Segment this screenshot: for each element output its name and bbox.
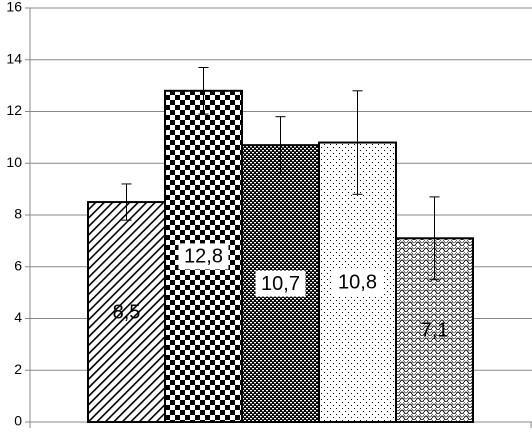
value-label: 12,8 — [184, 246, 223, 268]
y-tick-label: 16 — [6, 0, 22, 15]
error-bar — [198, 67, 209, 115]
error-bar — [352, 90, 363, 195]
y-tick-label: 0 — [14, 413, 22, 429]
value-label-box — [332, 269, 383, 296]
error-bar — [275, 116, 286, 175]
y-tick-label: 10 — [6, 154, 22, 170]
bar — [87, 201, 166, 423]
value-label: 8,5 — [113, 301, 141, 323]
value-label: 7,1 — [421, 319, 449, 341]
y-tick-label: 2 — [14, 361, 22, 377]
bars: 8,5 12,8 10,7 10,8 7,1 — [87, 67, 474, 424]
y-tick-label: 8 — [14, 206, 22, 222]
y-tick-label: 14 — [6, 50, 22, 66]
value-label-box — [255, 270, 306, 297]
error-bar — [429, 196, 440, 281]
value-label: 10,8 — [338, 272, 377, 294]
y-tick-label: 6 — [14, 257, 22, 273]
value-label: 10,7 — [261, 273, 300, 295]
value-label-box — [178, 243, 229, 270]
y-tick-label: 4 — [14, 309, 22, 325]
error-bar — [121, 183, 132, 221]
y-tick-label: 12 — [6, 102, 22, 118]
